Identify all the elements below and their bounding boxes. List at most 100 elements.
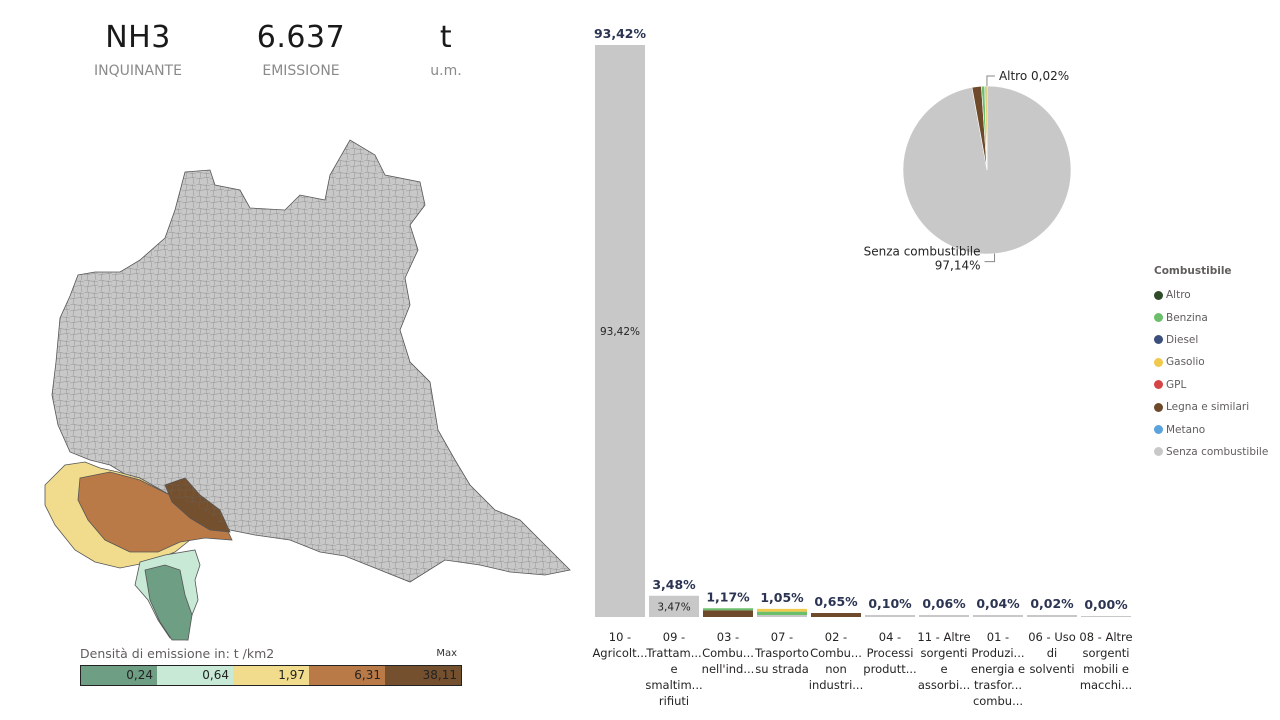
density-legend-scale: 0,24 0,64 1,97 6,31 38,11	[80, 665, 462, 686]
category-label: non	[825, 662, 847, 676]
bar-segment[interactable]	[703, 608, 753, 611]
fuel-legend-item[interactable]: Benzina	[1154, 306, 1268, 328]
bar-value-label: 3,48%	[652, 577, 696, 592]
legend-dot-icon	[1154, 425, 1163, 435]
fuel-legend-item[interactable]: Metano	[1154, 418, 1268, 440]
legend-dot-icon	[1154, 290, 1163, 300]
kpi-emission: 6.637 EMISSIONE	[241, 20, 361, 79]
bar-group[interactable]: 0,06% 11 - Altre sorgenti e assorbi...	[917, 596, 970, 692]
fuel-legend-label: Legna e similari	[1166, 401, 1250, 414]
category-label: su strada	[755, 662, 809, 676]
bar-segment[interactable]	[919, 615, 969, 617]
pie-pct-senza: 97,14%	[935, 259, 981, 273]
bar-segment[interactable]	[757, 608, 807, 612]
bar-group[interactable]: 0,65% 02 - Combu... non industri...	[809, 594, 863, 692]
bar-group[interactable]: 1,17% 03 - Combu... nell'ind...	[702, 589, 755, 676]
fuel-legend-items: Altro Benzina Diesel Gasolio GPL Legna e simi…	[1154, 284, 1268, 463]
fuel-legend-item[interactable]: GPL	[1154, 374, 1268, 396]
emission-density-map[interactable]	[0, 100, 580, 645]
category-label: 10 -	[609, 630, 631, 644]
bar-value-label: 0,00%	[1084, 597, 1128, 612]
bar-group[interactable]: 3,47% 3,48% 09 - Trattam... e smaltim... rifiu…	[645, 577, 702, 708]
category-label: Processi	[867, 646, 914, 660]
bar-segment[interactable]	[865, 615, 915, 617]
density-class-5: 38,11	[385, 666, 461, 685]
bar-value-label: 93,42%	[594, 26, 647, 41]
fuel-legend-item[interactable]: Diesel	[1154, 329, 1268, 351]
bar-segment[interactable]	[649, 595, 699, 617]
bar-group[interactable]: 93,42% 93,42% 10 - Agricolt...	[592, 26, 647, 660]
category-label: solventi	[1029, 662, 1074, 676]
bar-segment[interactable]	[703, 610, 753, 617]
kpi-unit: t u.m.	[386, 20, 506, 79]
kpi-emission-value: 6.637	[256, 20, 346, 55]
kpi-unit-value: t	[439, 20, 453, 55]
category-label: combu...	[973, 694, 1023, 708]
category-label: Combu...	[702, 646, 754, 660]
fuel-legend-item[interactable]: Senza combustibile	[1154, 441, 1268, 463]
bar-segment[interactable]	[1081, 616, 1131, 617]
category-label: trasfor...	[974, 678, 1022, 692]
bar-segment[interactable]	[811, 613, 861, 617]
category-label: 06 - Uso	[1028, 630, 1076, 644]
category-label: e	[670, 662, 677, 676]
bar-group[interactable]: 0,04% 01 - Produzi... energia e trasfor... co…	[971, 596, 1025, 708]
bar-group[interactable]: 0,10% 04 - Processi produtt...	[863, 596, 916, 676]
category-label: Produzi...	[971, 646, 1024, 660]
bar-group[interactable]: 0,00% 08 - Altre sorgenti mobili e macchi...	[1079, 597, 1132, 692]
bar-segment[interactable]	[595, 45, 645, 617]
fuel-legend-item[interactable]: Gasolio	[1154, 351, 1268, 373]
kpi-pollutant-value: NH3	[105, 20, 171, 55]
pie-label-senza: Senza combustibile	[864, 245, 981, 259]
bar-segment[interactable]	[973, 615, 1023, 617]
density-class-1: 0,24	[81, 666, 157, 685]
fuel-legend-item[interactable]: Altro	[1154, 284, 1268, 306]
bar-segment[interactable]	[757, 615, 807, 617]
category-label: macchi...	[1080, 678, 1132, 692]
legend-dot-icon	[1154, 313, 1163, 323]
legend-dot-icon	[1154, 357, 1163, 367]
municipality-borders	[52, 140, 570, 582]
category-label: 04 -	[879, 630, 901, 644]
bar-value-label: 0,02%	[1030, 596, 1074, 611]
kpi-unit-label: u.m.	[430, 63, 462, 79]
fuel-legend-label: GPL	[1166, 378, 1187, 391]
category-label: 07 -	[771, 630, 793, 644]
pie-leader-line	[986, 75, 995, 87]
bar-value-label: 0,65%	[814, 594, 858, 609]
category-label: 11 - Altre	[917, 630, 970, 644]
kpi-pollutant: NH3 INQUINANTE	[78, 20, 198, 79]
bar-segment[interactable]	[757, 611, 807, 615]
density-legend-max: Max	[436, 648, 457, 659]
legend-dot-icon	[1154, 402, 1163, 412]
category-label: 02 -	[825, 630, 847, 644]
bar-group[interactable]: 0,02% 06 - Uso di solventi	[1027, 596, 1077, 676]
bar-inner-label: 3,47%	[657, 601, 690, 613]
macrosector-bar-chart[interactable]: 93,42% 93,42% 10 - Agricolt... 3,47% 3,48% 09 …	[585, 15, 1145, 715]
kpi-emission-label: EMISSIONE	[262, 63, 340, 79]
fuel-legend-item[interactable]: Legna e similari	[1154, 396, 1268, 418]
pie-label-altro: Altro 0,02%	[999, 69, 1069, 83]
category-label: Trattam...	[645, 646, 701, 660]
legend-dot-icon	[1154, 447, 1163, 457]
category-label: Agricolt...	[592, 646, 647, 660]
category-label: Trasporto	[754, 646, 809, 660]
bar-value-label: 1,17%	[706, 589, 750, 604]
kpi-pollutant-label: INQUINANTE	[94, 63, 182, 79]
legend-dot-icon	[1154, 380, 1163, 390]
pie-slice[interactable]	[984, 85, 988, 171]
fuel-legend-label: Senza combustibile	[1166, 445, 1269, 458]
category-label: produtt...	[863, 662, 916, 676]
fuel-legend-label: Altro	[1166, 289, 1191, 302]
fuel-legend-title: Combustibile	[1154, 265, 1232, 277]
density-legend: Densità di emissione in: t /km2 Max 0,24…	[80, 646, 462, 686]
bar-segment[interactable]	[1027, 615, 1077, 617]
bar-value-label: 1,05%	[760, 590, 804, 605]
bar-group[interactable]: 1,05% 07 - Trasporto su strada	[754, 590, 809, 676]
category-label: rifiuti	[659, 694, 689, 708]
bar-value-label: 0,10%	[868, 596, 912, 611]
pie-leader-line	[984, 253, 996, 263]
category-label: e	[940, 662, 947, 676]
category-label: 08 - Altre	[1079, 630, 1132, 644]
